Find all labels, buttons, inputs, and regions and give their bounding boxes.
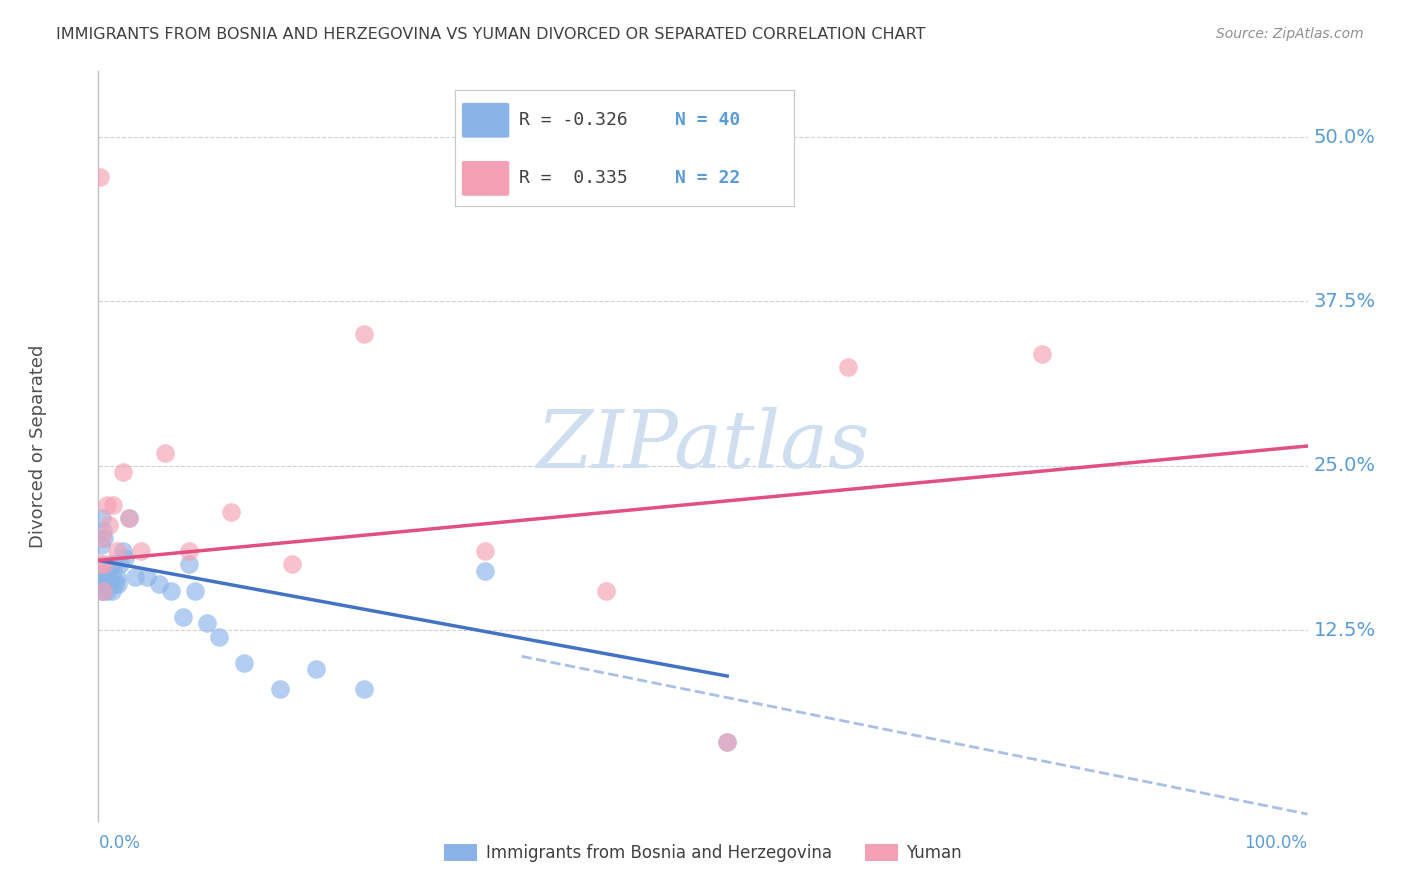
- Text: ZIPatlas: ZIPatlas: [536, 408, 870, 484]
- Point: [101, 570, 124, 584]
- Legend: Immigrants from Bosnia and Herzegovina, Yuman: Immigrants from Bosnia and Herzegovina, …: [437, 837, 969, 869]
- Point: [114, 550, 136, 565]
- Point: [135, 570, 157, 584]
- Text: 12.5%: 12.5%: [1313, 621, 1375, 640]
- Point: [716, 735, 738, 749]
- Point: [153, 445, 176, 459]
- Point: [716, 735, 738, 749]
- Point: [124, 570, 146, 584]
- Point: [281, 558, 304, 572]
- Point: [90, 558, 112, 572]
- Point: [91, 570, 114, 584]
- Point: [98, 517, 121, 532]
- Point: [90, 583, 112, 598]
- Point: [93, 570, 115, 584]
- Text: 100.0%: 100.0%: [1244, 834, 1308, 852]
- Point: [90, 538, 112, 552]
- Point: [91, 531, 114, 545]
- Text: Source: ZipAtlas.com: Source: ZipAtlas.com: [1216, 27, 1364, 41]
- Text: Divorced or Separated: Divorced or Separated: [30, 344, 46, 548]
- Point: [100, 583, 122, 598]
- Point: [353, 327, 375, 342]
- Point: [160, 583, 183, 598]
- Point: [353, 682, 375, 697]
- Point: [93, 531, 115, 545]
- Point: [107, 577, 129, 591]
- Point: [837, 360, 859, 375]
- Point: [89, 577, 111, 591]
- Point: [179, 544, 201, 558]
- Point: [93, 558, 115, 572]
- Text: 25.0%: 25.0%: [1313, 456, 1375, 475]
- Point: [111, 465, 134, 479]
- Point: [94, 577, 117, 591]
- Point: [104, 577, 127, 591]
- Point: [195, 616, 218, 631]
- Point: [97, 570, 120, 584]
- Point: [108, 558, 131, 572]
- Point: [184, 583, 207, 598]
- Point: [232, 656, 254, 670]
- Point: [91, 583, 114, 598]
- Point: [111, 544, 134, 558]
- Text: 50.0%: 50.0%: [1313, 128, 1375, 146]
- Point: [474, 544, 496, 558]
- Point: [148, 577, 170, 591]
- Point: [305, 663, 328, 677]
- Point: [96, 583, 118, 598]
- Point: [91, 511, 114, 525]
- Point: [105, 570, 128, 584]
- Text: IMMIGRANTS FROM BOSNIA AND HERZEGOVINA VS YUMAN DIVORCED OR SEPARATED CORRELATIO: IMMIGRANTS FROM BOSNIA AND HERZEGOVINA V…: [56, 27, 925, 42]
- Point: [91, 524, 114, 539]
- Text: 37.5%: 37.5%: [1313, 292, 1375, 311]
- Point: [96, 498, 118, 512]
- Point: [94, 564, 117, 578]
- Text: 0.0%: 0.0%: [98, 834, 141, 852]
- Point: [100, 558, 122, 572]
- Point: [474, 564, 496, 578]
- Point: [208, 630, 231, 644]
- Point: [1031, 347, 1053, 361]
- Point: [595, 583, 617, 598]
- Point: [98, 577, 121, 591]
- Point: [101, 498, 124, 512]
- Point: [129, 544, 152, 558]
- Point: [91, 583, 114, 598]
- Point: [221, 505, 243, 519]
- Point: [118, 511, 141, 525]
- Point: [118, 511, 141, 525]
- Point: [172, 610, 194, 624]
- Point: [105, 544, 128, 558]
- Point: [89, 169, 111, 184]
- Point: [269, 682, 291, 697]
- Point: [103, 558, 125, 572]
- Point: [179, 558, 201, 572]
